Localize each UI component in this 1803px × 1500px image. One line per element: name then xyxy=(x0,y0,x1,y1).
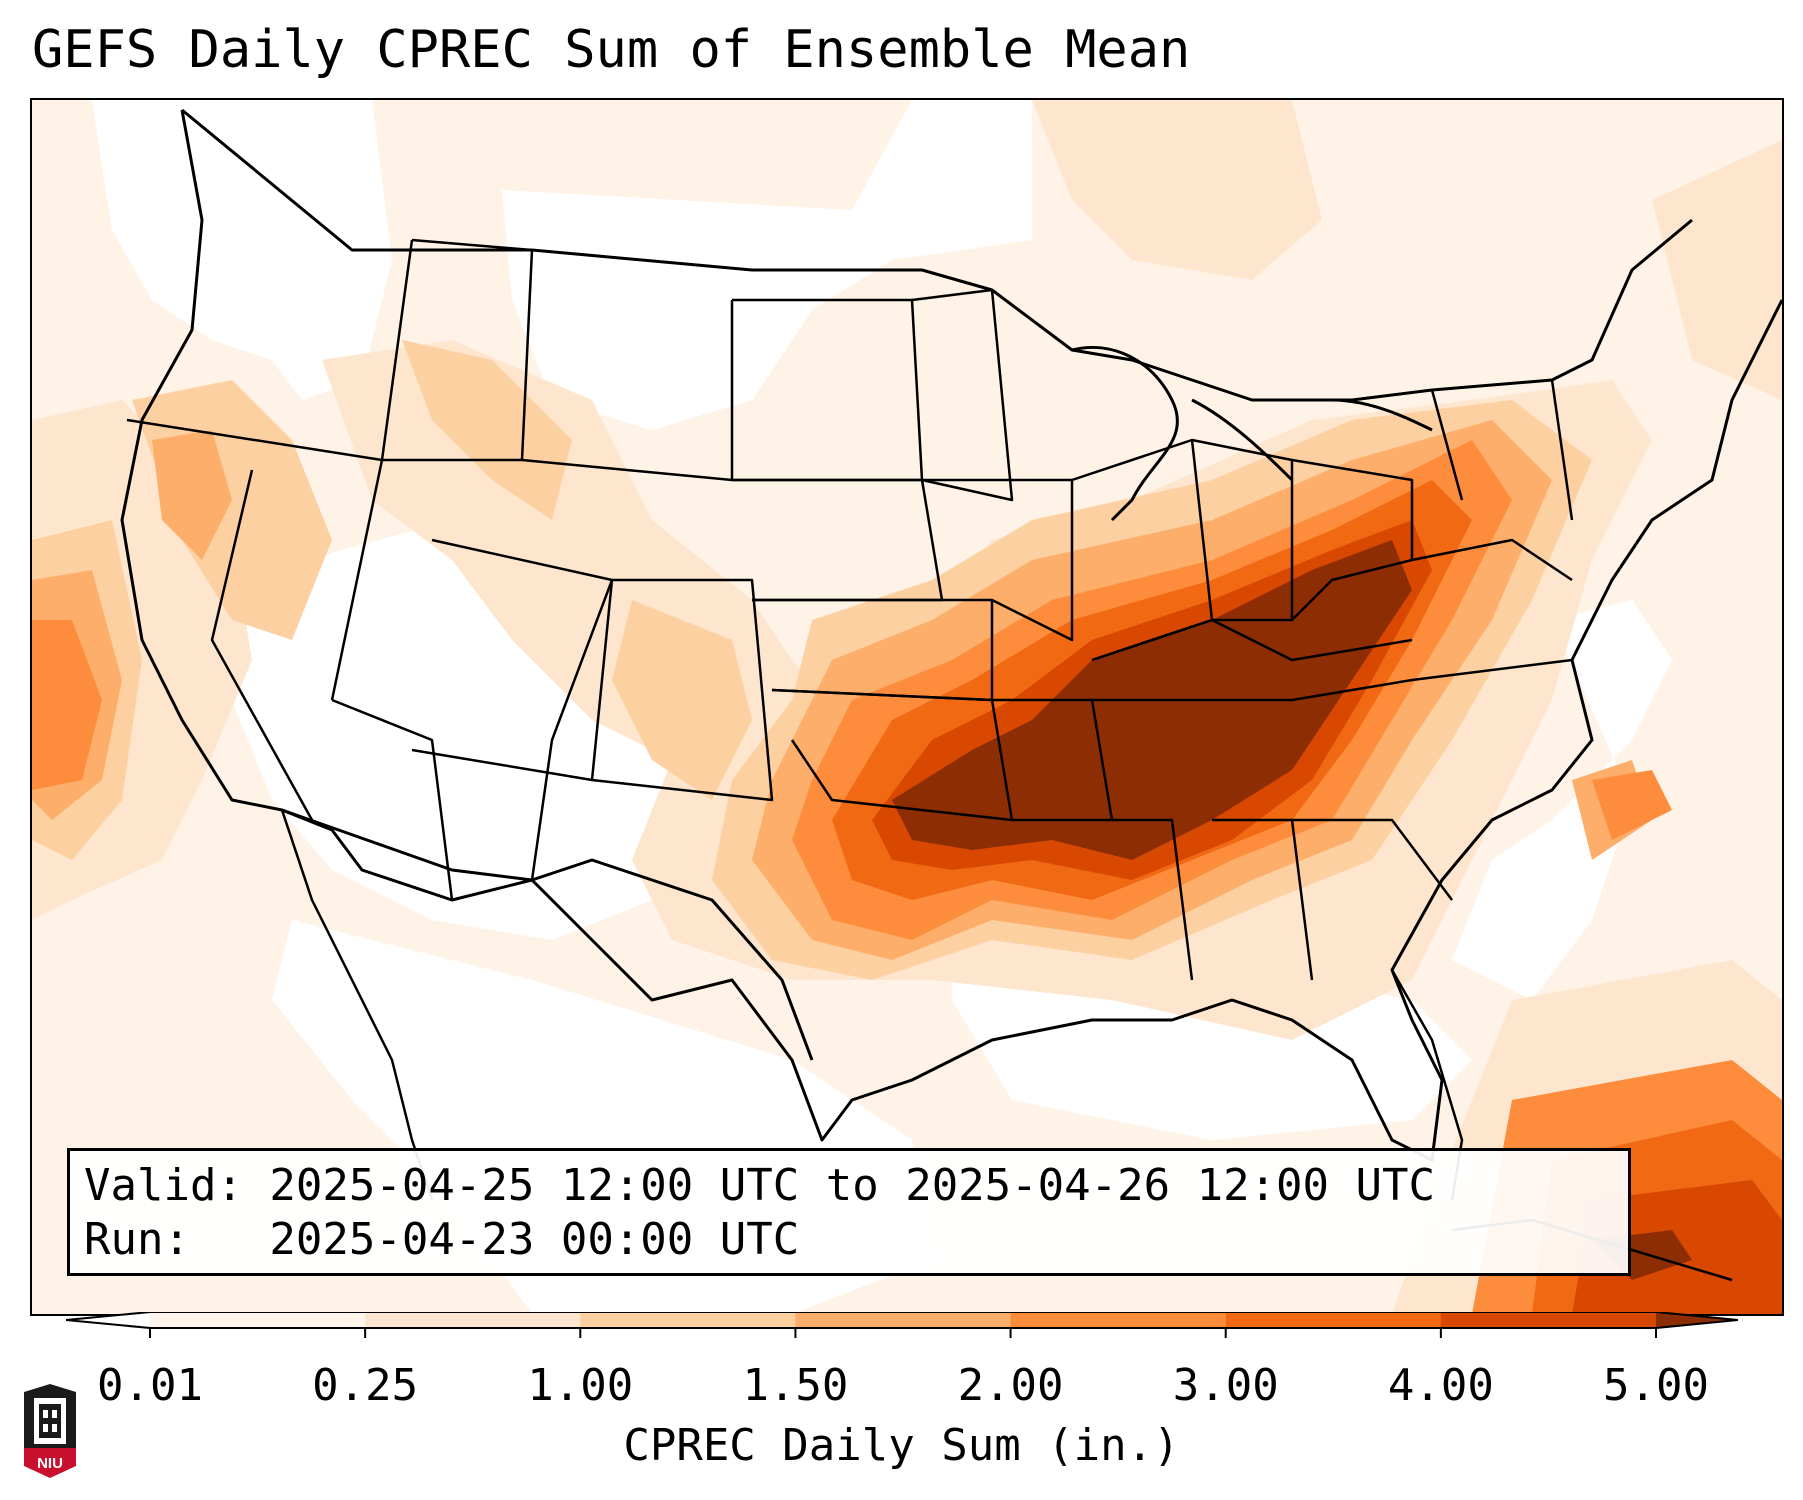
map-title: GEFS Daily CPREC Sum of Ensemble Mean xyxy=(32,20,1191,80)
boundary-lines xyxy=(120,108,1782,1282)
colorbar-segment xyxy=(1010,1312,1227,1328)
colorbar-extend-high xyxy=(1656,1312,1738,1328)
colorbar-label: CPREC Daily Sum (in.) xyxy=(623,1420,1180,1471)
colorbar-segment xyxy=(795,1312,1012,1328)
colorbar-extend-low xyxy=(66,1312,150,1328)
colorbar-tick-label: 1.00 xyxy=(527,1360,634,1411)
valid-run-box: Valid: 2025-04-25 12:00 UTC to 2025-04-2… xyxy=(67,1148,1631,1276)
colorbar-tick-label: 0.25 xyxy=(312,1360,419,1411)
colorbar-segment xyxy=(150,1312,366,1328)
precipitation-map xyxy=(30,98,1784,1316)
colorbar-tick-label: 0.01 xyxy=(97,1360,203,1411)
us-outline xyxy=(120,109,1782,1162)
canada-border xyxy=(181,108,1693,402)
great-lakes xyxy=(1071,345,1433,522)
colorbar-segment xyxy=(365,1312,581,1328)
colorbar-outline xyxy=(66,1312,1738,1329)
colorbar xyxy=(66,1312,1738,1338)
colorbar-tick-label: 3.00 xyxy=(1172,1360,1279,1411)
colorbar-tick-label: 4.00 xyxy=(1387,1360,1494,1411)
colorbar-segment xyxy=(1440,1312,1657,1328)
colorbar-tick-label: 5.00 xyxy=(1603,1360,1709,1411)
colorbar-tick-label: 2.00 xyxy=(957,1360,1064,1411)
mexico-border xyxy=(281,808,814,1061)
niu-clock-tower-icon: NIU xyxy=(24,1384,76,1478)
colorbar-segment xyxy=(580,1312,796,1328)
state-lines xyxy=(126,238,1574,981)
colorbar-segment xyxy=(1225,1312,1442,1328)
colorbar-tick-label: 1.50 xyxy=(742,1360,849,1411)
logo-text: NIU xyxy=(37,1455,63,1472)
valid-time-text: Valid: 2025-04-25 12:00 UTC to 2025-04-2… xyxy=(84,1160,1436,1211)
run-time-text: Run: 2025-04-23 00:00 UTC xyxy=(84,1214,800,1265)
